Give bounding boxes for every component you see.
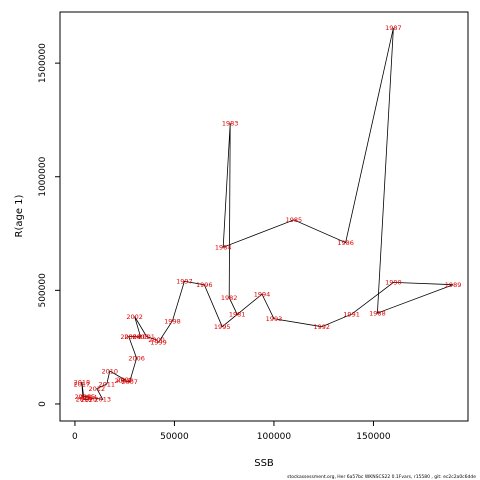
point-year-label: 1985 (286, 216, 303, 224)
point-year-label: 1998 (164, 317, 181, 325)
point-year-label: 1994 (254, 291, 271, 299)
x-axis: 0 50000 100000 150000 (72, 420, 391, 442)
point-year-label: 2000 (148, 336, 165, 344)
footer-text: stockassessment.org, Her 6a57bc WKNSCS22… (287, 474, 476, 480)
point-year-label: 1983 (222, 120, 239, 128)
point-year-label: 1993 (266, 315, 283, 323)
point-year-label: 1996 (196, 281, 213, 289)
point-year-label: 2007 (121, 378, 138, 386)
point-year-label: 2013 (95, 396, 112, 404)
point-year-label: 1984 (215, 243, 232, 251)
y-tick-label: 0 (38, 401, 48, 407)
point-year-label: 2002 (126, 313, 143, 321)
point-year-label: 1997 (176, 278, 193, 286)
point-year-label: 2020 (81, 396, 98, 404)
point-year-label: 2014 (81, 394, 98, 402)
point-year-label: 2004 (124, 333, 141, 341)
plot-frame (59, 11, 469, 422)
point-year-label: 2006 (128, 354, 145, 362)
point-year-label: 1989 (445, 281, 462, 289)
y-axis-title: R(age 1) (14, 194, 25, 237)
point-year-label: 2019 (76, 396, 93, 404)
y-tick-label: 500000 (38, 273, 48, 308)
y-tick-label: 1000000 (38, 156, 48, 196)
point-year-label: 1987 (385, 24, 402, 32)
point-year-label: 2008 (114, 377, 131, 385)
point-year-label: 2005 (120, 333, 137, 341)
point-year-label: 2009 (116, 376, 133, 384)
series-line (81, 27, 454, 401)
sr-trajectory-line (81, 27, 454, 401)
x-tick-label: 50000 (160, 432, 189, 442)
point-year-label: 2018 (74, 378, 91, 386)
point-year-label: 1995 (214, 323, 231, 331)
point-year-label: 2010 (101, 367, 118, 375)
point-labels: 1981 1982 1983 1984 1985 1986 1987 1988 1989 1990… (74, 24, 462, 404)
point-year-label: 1988 (369, 309, 386, 317)
point-year-label: 1981 (229, 311, 246, 319)
point-year-label: 2003 (132, 333, 149, 341)
y-tick-label: 1500000 (38, 43, 48, 83)
point-year-label: 1999 (150, 338, 167, 346)
x-tick-label: 150000 (356, 432, 391, 442)
x-axis-title: SSB (254, 458, 274, 469)
x-tick-label: 0 (72, 432, 78, 442)
point-year-label: 2017 (74, 380, 91, 388)
point-year-label: 2015 (79, 393, 96, 401)
point-year-label: 2001 (138, 333, 155, 341)
y-axis: 0 500000 1000000 1500000 (38, 43, 61, 407)
point-year-label: 2011 (98, 380, 115, 388)
x-tick-label: 100000 (257, 432, 292, 442)
point-year-label: 1986 (337, 239, 354, 247)
point-year-label: 2016 (75, 393, 92, 401)
point-year-label: 2012 (89, 385, 106, 393)
point-year-label: 1990 (385, 279, 402, 287)
point-year-label: 1991 (343, 311, 360, 319)
point-year-label: 1992 (313, 323, 330, 331)
point-year-label: 1982 (221, 294, 238, 302)
